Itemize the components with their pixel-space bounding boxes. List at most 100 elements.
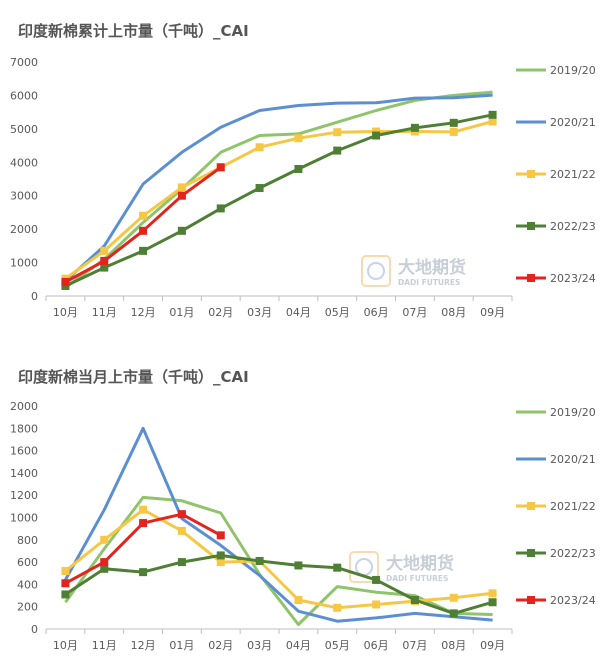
series-line: [64, 508, 493, 610]
data-point: [488, 117, 497, 126]
y-tick-label: 3000: [10, 190, 38, 203]
x-tick-label: 04月: [286, 639, 311, 652]
series-line: [64, 426, 493, 623]
data-point: [61, 277, 70, 286]
series-2021-22: [61, 505, 497, 612]
watermark-text: 大地期货: [386, 553, 454, 574]
legend-label: 2023/24: [550, 272, 596, 285]
x-tick-label: 01月: [169, 639, 194, 652]
x-tick-label: 05月: [325, 306, 350, 319]
legend-label: 2023/24: [550, 594, 596, 607]
legend-item: 2019/20: [516, 406, 596, 419]
data-point: [177, 226, 186, 235]
data-point: [61, 590, 70, 599]
data-point: [100, 564, 109, 573]
data-point: [372, 575, 381, 584]
monthly-chart: 印度新棉当月上市量（千吨）_CAI 0 200 400 600 800 1000 1200 14…: [10, 368, 596, 652]
series-2022-23: [61, 110, 497, 290]
legend-item: 2019/20: [516, 64, 596, 77]
legend-item: 2021/22: [516, 168, 596, 181]
watermark-logo-ring-icon: [355, 558, 373, 576]
legend: 2019/20 2020/21 2021/22 2022/23 2023/24: [516, 64, 596, 285]
legend-item: 2023/24: [516, 594, 596, 607]
data-point: [100, 535, 109, 544]
legend-item: 2020/21: [516, 453, 596, 466]
y-tick-label: 1400: [10, 467, 38, 480]
y-tick-label: 200: [17, 601, 38, 614]
y-tick-label: 400: [17, 578, 38, 591]
x-tick-label: 04月: [286, 306, 311, 319]
series-line: [64, 120, 493, 280]
x-tick-label: 11月: [92, 306, 117, 319]
data-point: [216, 558, 225, 567]
data-point: [333, 128, 342, 137]
x-tick-label: 02月: [208, 306, 233, 319]
legend-label: 2021/22: [550, 500, 596, 513]
data-point: [449, 127, 458, 136]
data-point: [372, 127, 381, 136]
legend-label: 2019/20: [550, 64, 596, 77]
x-tick-label: 10月: [53, 306, 78, 319]
y-tick-label: 1200: [10, 489, 38, 502]
y-tick-label: 2000: [10, 400, 38, 413]
series-2019-20: [64, 495, 493, 626]
data-point: [294, 561, 303, 570]
x-tick-label: 07月: [402, 639, 427, 652]
y-tick-label: 600: [17, 556, 38, 569]
series-2019-20: [64, 90, 493, 289]
data-point: [410, 123, 419, 132]
watermark-subtext: DADI FUTURES: [386, 574, 448, 583]
data-point: [488, 589, 497, 598]
watermark-text: 大地期货: [398, 257, 466, 278]
series-line: [64, 113, 493, 288]
data-point: [333, 146, 342, 155]
y-tick-label: 5000: [10, 123, 38, 136]
legend-label: 2022/23: [550, 220, 596, 233]
legend-label: 2022/23: [550, 547, 596, 560]
x-tick-label: 03月: [247, 639, 272, 652]
data-point: [216, 531, 225, 540]
data-point: [139, 211, 148, 220]
legend-item: 2020/21: [516, 116, 596, 129]
y-tick-label: 1800: [10, 422, 38, 435]
series-line: [64, 495, 493, 626]
data-point: [255, 556, 264, 565]
watermark-logo-ring-icon: [367, 262, 385, 280]
chart-title: 印度新棉当月上市量（千吨）_CAI: [18, 368, 249, 386]
x-tick-label: 09月: [480, 639, 505, 652]
series-2020-21: [64, 426, 493, 623]
data-point: [100, 263, 109, 272]
data-point: [139, 226, 148, 235]
series-2023-24: [61, 510, 225, 588]
x-tick-label: 09月: [480, 306, 505, 319]
data-point: [294, 164, 303, 173]
x-tick-label: 07月: [402, 306, 427, 319]
y-tick-label: 4000: [10, 156, 38, 169]
data-point: [294, 596, 303, 605]
y-tick-label: 0: [31, 623, 38, 636]
data-point: [100, 256, 109, 265]
x-tick-label: 05月: [325, 639, 350, 652]
x-tick-label: 02月: [208, 639, 233, 652]
x-tick-label: 12月: [131, 639, 156, 652]
data-point: [177, 558, 186, 567]
y-tick-label: 0: [31, 290, 38, 303]
y-tick-label: 2000: [10, 223, 38, 236]
series-line: [64, 93, 493, 283]
y-tick-label: 800: [17, 534, 38, 547]
data-point: [177, 191, 186, 200]
legend-marker: [527, 170, 535, 178]
data-point: [61, 579, 70, 588]
data-point: [100, 558, 109, 567]
legend-item: 2023/24: [516, 272, 596, 285]
y-tick-label: 1000: [10, 257, 38, 270]
x-tick-label: 12月: [131, 306, 156, 319]
watermark-logo-icon: [349, 551, 379, 583]
data-point: [100, 246, 109, 255]
data-point: [216, 551, 225, 560]
data-point: [449, 118, 458, 127]
x-tick-label: 06月: [364, 639, 389, 652]
